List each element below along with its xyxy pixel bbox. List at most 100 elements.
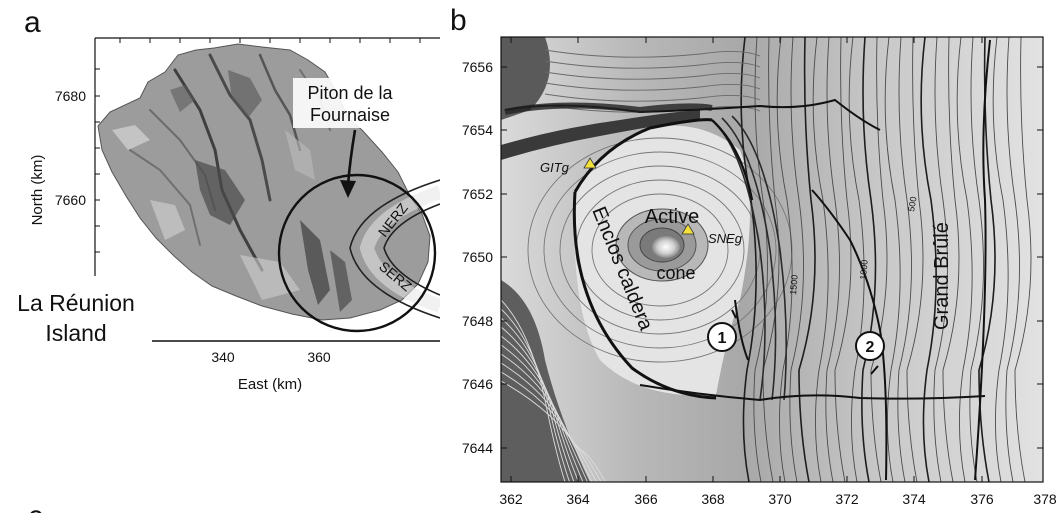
contour-west: [501, 317, 575, 482]
contour-slope: [740, 37, 757, 482]
x-tick-378: 378: [1033, 491, 1057, 507]
contour-label-1500: 1500: [788, 274, 800, 295]
station-gitg: GITg: [540, 157, 597, 175]
panel-a: a: [17, 6, 440, 393]
volcano-label-line1: Piton de la: [307, 83, 393, 103]
x-tick-372: 372: [835, 491, 859, 507]
panel-a-x-tick-360: 360: [307, 349, 331, 365]
y-tick-7654: 7654: [462, 122, 493, 138]
panel-a-label: a: [24, 6, 41, 39]
contour-west: [501, 308, 570, 482]
contour-slope: [753, 37, 768, 482]
contour-slope: [1005, 37, 1020, 482]
dark-flank-northwest: [501, 37, 550, 120]
panel-c-label: c: [28, 500, 43, 513]
x-tick-370: 370: [768, 491, 792, 507]
panel-a-x-axis-label: East (km): [238, 376, 302, 393]
contour-slope: [906, 37, 924, 482]
active-cone-label-line2: cone: [656, 263, 695, 283]
panel-b-x-labels: 362 364 366 368 370 372 374 376 378: [499, 491, 1057, 507]
island-name-line1: La Réunion: [17, 290, 135, 316]
marker-2-label: 2: [866, 339, 875, 356]
contour-slope: [978, 37, 996, 482]
contour-cone: [591, 193, 729, 307]
contour-slope: [798, 37, 816, 482]
contour-slope: [992, 37, 1009, 482]
contour-slope: [933, 37, 948, 482]
panel-a-y-axis-label: North (km): [29, 155, 46, 226]
station-sneg: SNEg: [681, 223, 743, 246]
contour-north: [544, 82, 761, 91]
panel-a-x-tick-340: 340: [211, 349, 235, 365]
x-tick-376: 376: [970, 491, 994, 507]
contour-slope: [861, 37, 877, 482]
contour-cone: [543, 151, 777, 349]
contour-slope: [870, 37, 888, 482]
contour-slope: [789, 37, 804, 482]
island-name-line2: Island: [45, 320, 106, 346]
station-sneg-label: SNEg: [708, 231, 743, 246]
contour-slope: [969, 37, 984, 482]
contour-north: [544, 71, 761, 80]
contour-slope: [956, 37, 973, 482]
contour-west: [501, 344, 588, 482]
panel-b-frame: [500, 36, 1044, 483]
contour-north: [544, 93, 761, 102]
contour-slope: [920, 37, 937, 482]
profile-tick-2: [870, 365, 879, 375]
rift-zone-inner-arc: [383, 203, 440, 296]
contour-cone: [527, 137, 793, 363]
contour-slope: [762, 37, 780, 482]
contour-west: [501, 326, 579, 482]
volcano-label-box: [293, 78, 407, 128]
profile-tick-1: [731, 309, 737, 319]
plaine-cliff: [504, 102, 713, 115]
crater: [652, 236, 680, 258]
island-relief-texture: [112, 53, 352, 312]
y-tick-7648: 7648: [462, 313, 493, 329]
panel-b: b: [450, 4, 1057, 507]
y-tick-7646: 7646: [462, 376, 493, 392]
contour-label-500: 500: [906, 196, 918, 213]
rift-zone-outer-arc: [349, 179, 440, 319]
contour-slope: [942, 37, 960, 482]
marker-2: 2: [855, 331, 885, 361]
contour-slope: [825, 37, 840, 482]
caldera-east-rim: [711, 119, 754, 201]
contour-west: [501, 380, 606, 482]
x-tick-374: 374: [902, 491, 926, 507]
panel-a-y-tick-7680: 7680: [55, 88, 86, 104]
contour-north: [544, 60, 761, 69]
x-tick-368: 368: [701, 491, 725, 507]
station-gitg-label: GITg: [540, 160, 570, 175]
volcano-arrow: [340, 129, 357, 198]
dark-flank-west: [501, 280, 590, 482]
caldera-rim: [572, 118, 717, 400]
contour-label-1000: 1000: [858, 259, 870, 280]
x-tick-364: 364: [566, 491, 590, 507]
volcano-label-line2: Fournaise: [310, 105, 390, 125]
contour-slope: [812, 37, 829, 482]
y-tick-7656: 7656: [462, 59, 493, 75]
panel-b-label: b: [450, 4, 467, 37]
active-cone-label-line1: Active: [645, 206, 699, 228]
steep-escarpment: [711, 115, 788, 401]
contour-slope: [1014, 37, 1032, 482]
study-area-circle: [277, 173, 437, 333]
y-tick-7644: 7644: [462, 440, 493, 456]
x-tick-362: 362: [499, 491, 523, 507]
contour-north: [544, 49, 761, 58]
marker-1: 1: [707, 322, 737, 352]
x-tick-366: 366: [634, 491, 658, 507]
panel-a-top-ticks: [119, 38, 421, 43]
panel-a-left-ticks: [95, 68, 100, 253]
contour-slope: [897, 37, 912, 482]
y-tick-7652: 7652: [462, 186, 493, 202]
panel-b-ticks: [501, 37, 1043, 482]
panel-b-y-labels: 7656 7654 7652 7650 7648 7646 7644: [462, 59, 493, 456]
contour-slope: [834, 37, 852, 482]
marker-1-label: 1: [718, 330, 727, 347]
grand-brule-label: Grand Brûlé: [931, 222, 953, 330]
contour-lines: [501, 37, 1032, 482]
